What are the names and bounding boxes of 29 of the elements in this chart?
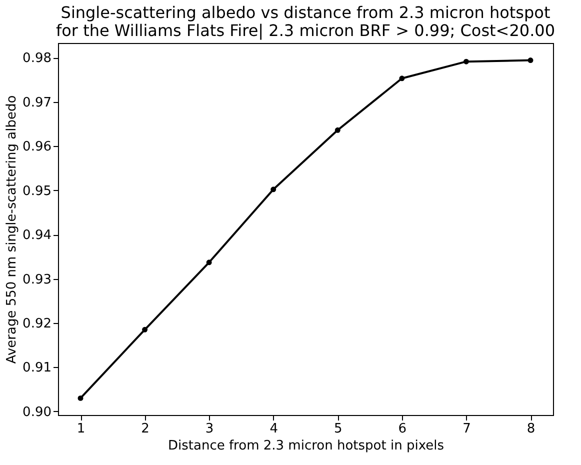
y-tick-label: 0.91 — [22, 360, 52, 376]
point — [463, 58, 469, 64]
text: for the Williams Flats Fire| 2.3 micron BRF > 0.99; Cost<20.00 — [56, 21, 556, 40]
y-tick-label: 0.92 — [22, 316, 52, 332]
y-tick-label: 0.96 — [22, 140, 52, 155]
point — [206, 260, 212, 266]
y-axis-title: Average 550 nm single-scattering albedo — [4, 95, 20, 364]
y-tick-label: 0.95 — [22, 184, 52, 199]
point — [399, 76, 405, 82]
y-tick-label: 0.98 — [22, 51, 52, 66]
x-tick-label: 5 — [334, 422, 342, 436]
x-tick-label: 1 — [76, 422, 86, 436]
y-tick-label: 0.94 — [22, 228, 52, 244]
x-tick-label: 6 — [398, 422, 407, 436]
point — [270, 186, 276, 192]
x-tick-label: 4 — [270, 422, 278, 436]
point — [142, 326, 148, 332]
point — [78, 395, 84, 401]
x-axis-title: Distance from 2.3 micron hotspot in pixels — [168, 438, 444, 454]
y-tick-label: 0.93 — [22, 272, 52, 288]
x-tick-label: 3 — [205, 422, 214, 436]
y-tick-label: 0.90 — [22, 404, 52, 420]
point — [528, 58, 534, 63]
x-tick-label: 7 — [462, 422, 471, 436]
point — [334, 127, 340, 133]
x-tick-label: 2 — [141, 422, 150, 436]
x-tick-label: 8 — [526, 422, 536, 436]
text: Single-scattering albedo vs distance from 2.3 micron hotspot — [60, 3, 550, 22]
y-tick-label: 0.97 — [22, 95, 52, 110]
